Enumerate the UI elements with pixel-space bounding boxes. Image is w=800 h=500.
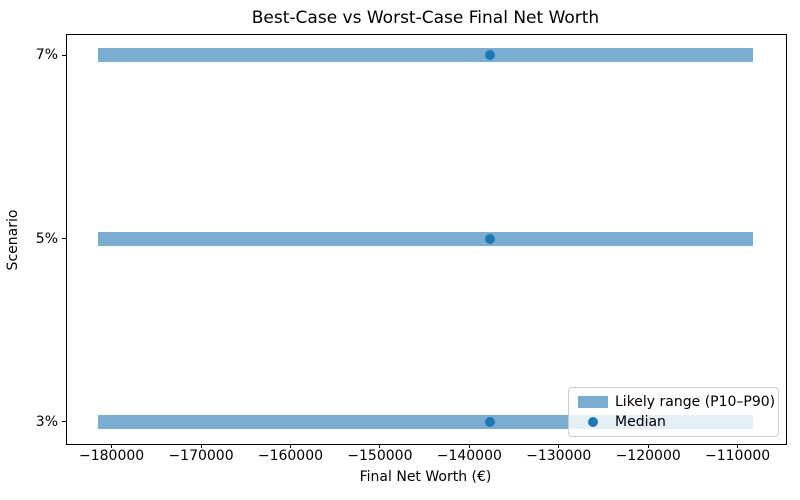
median-dot <box>484 233 495 244</box>
legend-marker-col <box>578 396 608 408</box>
median-dot <box>484 50 495 61</box>
x-tick-label: −180000 <box>79 448 145 464</box>
x-tick-mark <box>468 444 470 448</box>
range-bar <box>98 48 753 63</box>
x-tick-label: −160000 <box>257 448 324 464</box>
x-tick-mark <box>558 444 560 448</box>
y-tick-mark <box>62 54 66 56</box>
x-tick-mark <box>647 444 649 448</box>
x-axis-label: Final Net Worth (€) <box>359 469 492 485</box>
y-tick-label: 5% <box>35 230 58 247</box>
x-tick-label: −130000 <box>526 448 592 464</box>
y-tick-label: 3% <box>35 413 58 430</box>
legend-item-likely-range: Likely range (P10–P90) <box>578 392 775 412</box>
x-tick-mark <box>737 444 739 448</box>
legend-marker-col <box>578 417 608 427</box>
chart-title: Best-Case vs Worst-Case Final Net Worth <box>251 8 600 28</box>
x-tick-label: −150000 <box>347 448 413 464</box>
legend-item-median: Median <box>578 412 769 432</box>
legend-label-likely-range: Likely range (P10–P90) <box>615 394 776 410</box>
range-swatch-icon <box>578 396 608 408</box>
x-tick-label: −140000 <box>436 448 502 464</box>
legend: Likely range (P10–P90) Median <box>568 387 779 437</box>
x-tick-mark <box>200 444 202 448</box>
median-dot <box>484 416 495 427</box>
y-tick-label: 7% <box>35 47 58 64</box>
y-tick-mark <box>62 238 66 239</box>
legend-label-median: Median <box>615 414 666 430</box>
x-tick-label: −170000 <box>168 448 234 464</box>
x-tick-mark <box>289 444 291 448</box>
y-tick-mark <box>62 421 66 423</box>
median-dot-icon <box>588 417 598 427</box>
x-tick-mark <box>111 444 113 448</box>
x-tick-label: −120000 <box>615 448 681 464</box>
range-bar <box>98 231 753 246</box>
x-tick-label: −110000 <box>705 448 771 464</box>
x-tick-mark <box>379 444 381 448</box>
